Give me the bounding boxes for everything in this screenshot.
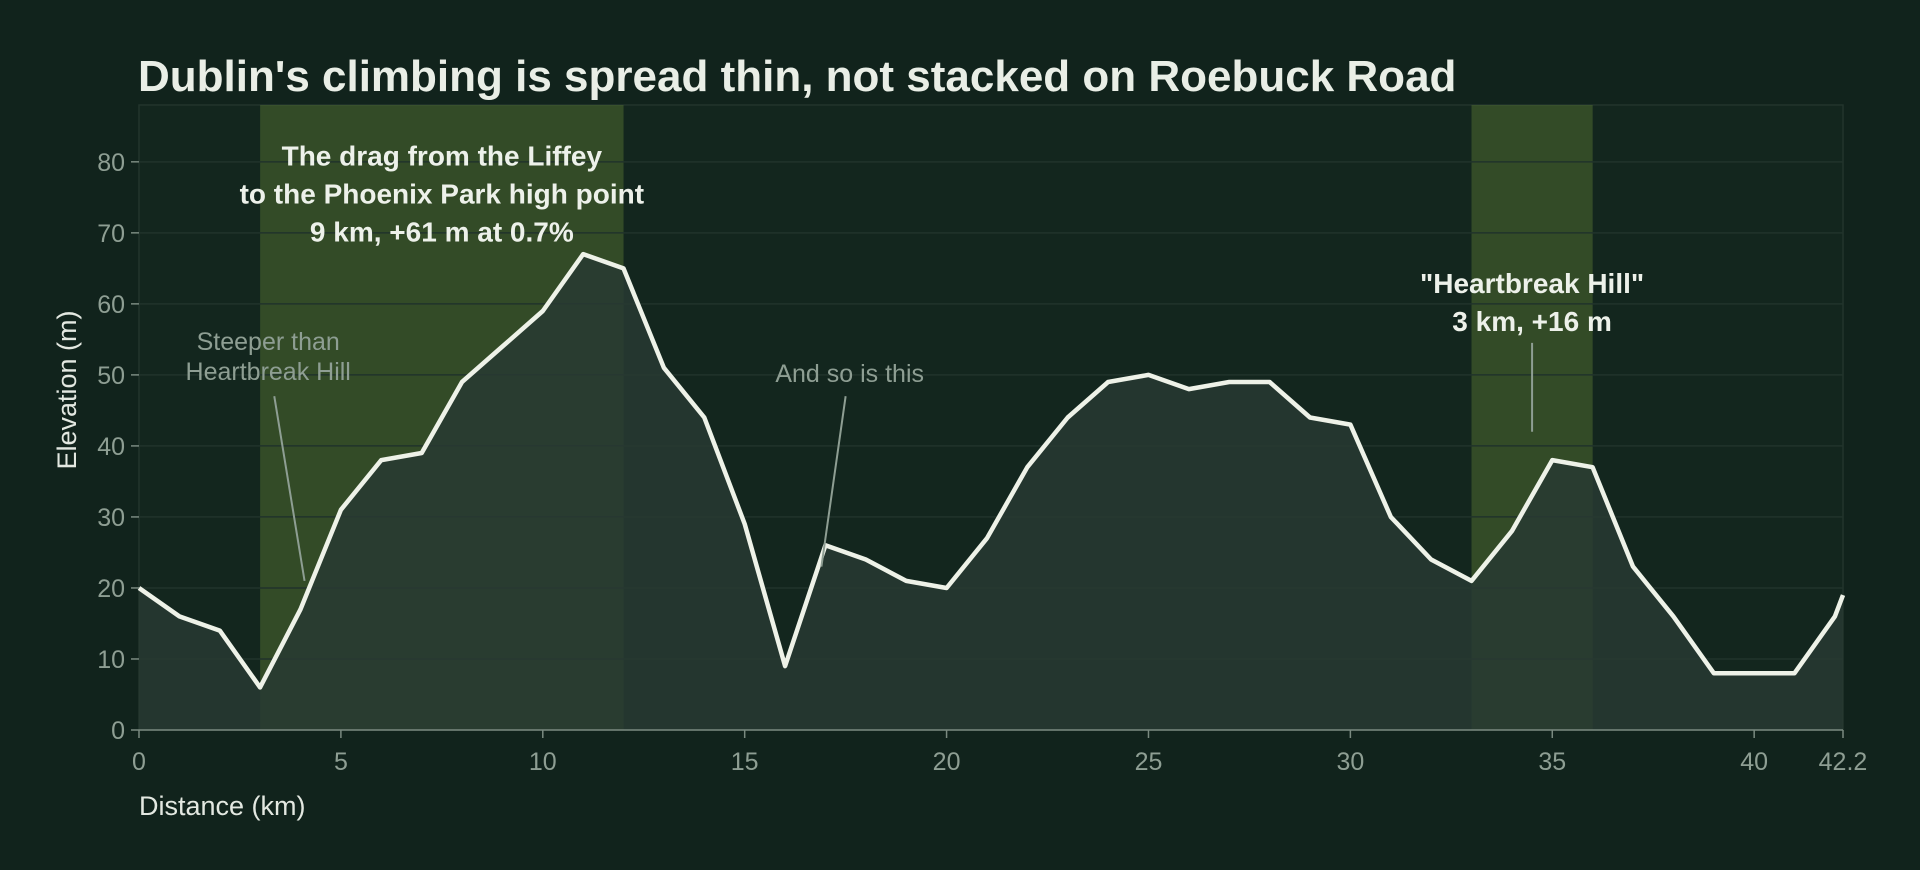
annotation-4: "Heartbreak Hill" 3 km, +16 m: [1420, 268, 1644, 337]
y-axis-title: Elevation (m): [52, 310, 82, 469]
annotation-2: Steeper than Heartbreak Hill: [186, 328, 351, 386]
elevation-line: [137, 251, 1846, 690]
axis-ticks: 0 10 20 30 40 50 60 70 80 0 5 10 15 20 25 30 35 40 42.2: [97, 149, 1867, 776]
annotation-1-line-2: to the Phoenix Park high point: [240, 178, 644, 209]
annotation-leader-2: [273, 396, 306, 582]
annotation-4-line-1: "Heartbreak Hill": [1420, 268, 1644, 299]
y-tick-label-30: 30: [97, 504, 125, 532]
y-tick-label-20: 20: [97, 575, 125, 603]
annotation-2-line-1: Steeper than: [197, 328, 340, 356]
annotation-1-line-1: The drag from the Liffey: [282, 140, 603, 171]
x-tick-label-42.2: 42.2: [1819, 748, 1868, 776]
annotation-1: The drag from the Liffey to the Phoenix P…: [240, 140, 644, 247]
x-tick-label-35: 35: [1538, 748, 1566, 776]
elevation-area: [139, 254, 1843, 730]
annotations: The drag from the Liffey to the Phoenix P…: [186, 140, 1644, 582]
annotation-3: And so is this: [775, 360, 924, 388]
annotation-1-line-3: 9 km, +61 m at 0.7%: [310, 216, 574, 247]
y-tick-label-10: 10: [97, 646, 125, 674]
x-axis-title: Distance (km): [139, 791, 306, 821]
y-tick-label-60: 60: [97, 291, 125, 319]
y-tick-label-50: 50: [97, 362, 125, 390]
x-tick-label-10: 10: [529, 748, 557, 776]
annotation-2-line-2: Heartbreak Hill: [186, 358, 351, 386]
annotation-3-line-1: And so is this: [775, 360, 924, 388]
y-tick-label-40: 40: [97, 433, 125, 461]
x-tick-label-25: 25: [1135, 748, 1163, 776]
x-tick-label-0: 0: [132, 748, 146, 776]
y-tick-label-0: 0: [111, 717, 125, 745]
x-tick-label-5: 5: [334, 748, 348, 776]
y-tick-label-70: 70: [97, 220, 125, 248]
annotation-leader-3: [820, 396, 847, 567]
x-tick-label-30: 30: [1336, 748, 1364, 776]
x-tick-label-20: 20: [933, 748, 961, 776]
x-tick-label-40: 40: [1740, 748, 1768, 776]
chart-title: Dublin's climbing is spread thin, not st…: [138, 52, 1456, 101]
y-tick-label-80: 80: [97, 149, 125, 177]
x-tick-label-15: 15: [731, 748, 759, 776]
annotation-4-line-2: 3 km, +16 m: [1452, 306, 1612, 337]
